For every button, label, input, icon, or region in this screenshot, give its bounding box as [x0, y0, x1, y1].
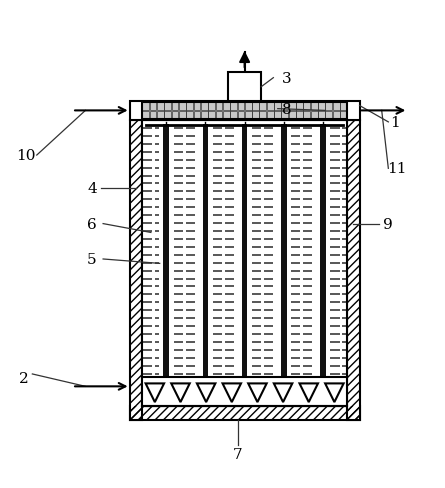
Bar [129, 407, 360, 421]
Text: 6: 6 [87, 217, 97, 231]
Polygon shape [274, 384, 292, 402]
Bar [223, 103, 230, 111]
Bar [150, 111, 157, 120]
Bar [289, 111, 295, 120]
Bar [347, 121, 360, 421]
Bar [267, 103, 274, 111]
Bar [340, 111, 347, 120]
Bar [274, 103, 281, 111]
Bar [259, 111, 267, 120]
Text: 9: 9 [384, 217, 393, 231]
Bar [289, 103, 295, 111]
Bar [142, 378, 347, 407]
Polygon shape [146, 384, 164, 402]
Bar [245, 103, 252, 111]
Bar [303, 111, 310, 120]
Bar [223, 111, 230, 120]
Bar [172, 111, 178, 120]
Bar [242, 125, 247, 378]
Bar [252, 111, 259, 120]
Text: 11: 11 [388, 162, 407, 176]
Bar [252, 103, 259, 111]
Text: 4: 4 [87, 182, 97, 196]
Polygon shape [197, 384, 215, 402]
Bar [238, 111, 244, 120]
Bar [325, 103, 332, 111]
Text: 8: 8 [282, 102, 291, 116]
Bar [228, 73, 261, 102]
Bar [215, 103, 222, 111]
Bar [281, 125, 287, 378]
Bar [282, 111, 288, 120]
Bar [142, 121, 347, 407]
Bar [303, 103, 310, 111]
Bar [142, 121, 347, 407]
Bar [215, 111, 222, 120]
Bar [230, 103, 237, 111]
Text: 1: 1 [390, 116, 400, 130]
Polygon shape [222, 384, 241, 402]
Bar [164, 111, 171, 120]
Bar [164, 103, 171, 111]
Text: 3: 3 [282, 72, 291, 85]
Bar [333, 103, 340, 111]
Bar [129, 102, 360, 121]
Bar [333, 111, 340, 120]
Text: 7: 7 [233, 447, 243, 461]
Bar [157, 103, 164, 111]
Bar [163, 125, 169, 378]
Bar [194, 103, 200, 111]
Bar [150, 103, 157, 111]
Bar [208, 103, 215, 111]
Bar [142, 103, 347, 120]
Bar [142, 103, 149, 111]
Bar [157, 111, 164, 120]
Bar [179, 111, 186, 120]
Text: 5: 5 [87, 252, 97, 266]
Bar [202, 125, 208, 378]
Bar [320, 125, 326, 378]
Bar [318, 103, 325, 111]
Bar [296, 111, 303, 120]
Bar [142, 111, 149, 120]
Bar [238, 103, 244, 111]
Bar [129, 407, 360, 421]
Bar [129, 121, 142, 421]
Bar [201, 103, 208, 111]
Bar [179, 103, 186, 111]
Bar [296, 103, 303, 111]
Bar [325, 111, 332, 120]
Polygon shape [299, 384, 318, 402]
Polygon shape [248, 384, 267, 402]
Bar [259, 103, 267, 111]
Bar [194, 111, 200, 120]
Bar [282, 103, 288, 111]
Bar [245, 111, 252, 120]
Bar [186, 103, 193, 111]
Polygon shape [325, 384, 344, 402]
Bar [129, 121, 142, 421]
Bar [311, 111, 318, 120]
Text: 10: 10 [16, 149, 36, 163]
Polygon shape [171, 384, 190, 402]
Bar [311, 103, 318, 111]
Bar [347, 121, 360, 421]
Bar [172, 103, 178, 111]
Bar [340, 103, 347, 111]
Bar [201, 111, 208, 120]
Bar [186, 111, 193, 120]
Bar [230, 111, 237, 120]
Bar [267, 111, 274, 120]
Bar [274, 111, 281, 120]
Bar [208, 111, 215, 120]
Bar [318, 111, 325, 120]
Text: 2: 2 [19, 372, 28, 386]
